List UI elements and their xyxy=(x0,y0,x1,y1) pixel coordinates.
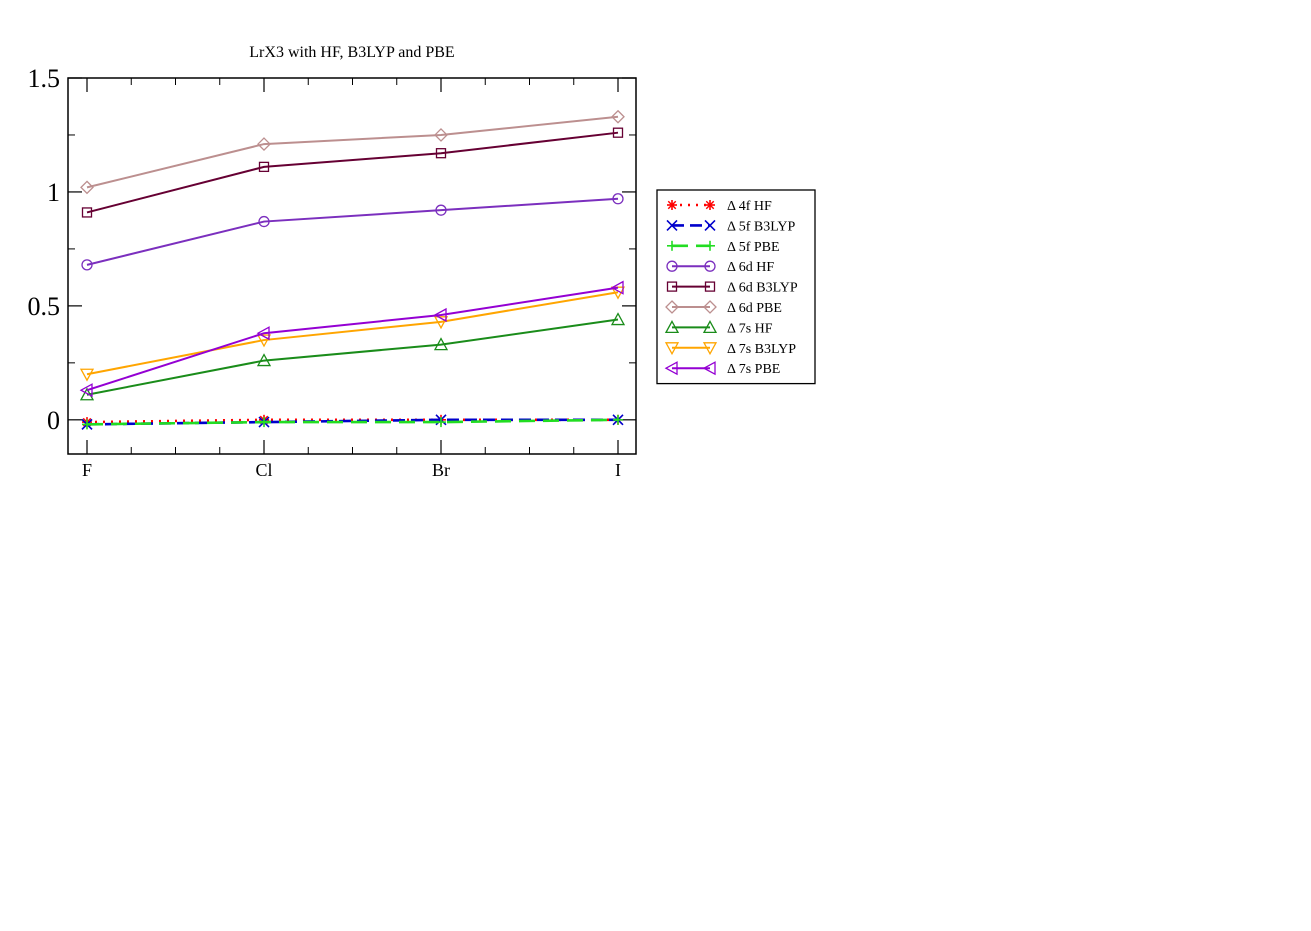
data-point xyxy=(259,417,269,428)
data-point xyxy=(434,128,448,142)
legend-marker xyxy=(704,219,716,231)
legend-label: Δ 7s HF xyxy=(727,321,773,336)
data-point xyxy=(610,312,626,326)
plot-frame xyxy=(67,77,637,455)
legend-item: Δ 6d B3LYP xyxy=(666,281,798,296)
legend-marker xyxy=(703,300,717,314)
legend-item: Δ 5f B3LYP xyxy=(666,219,795,234)
legend-label: Δ 5f B3LYP xyxy=(727,219,795,234)
plot-area: 0 0.5 1 1.5 F Cl Br I xyxy=(28,64,637,480)
legend-label: Δ 7s PBE xyxy=(727,362,780,377)
legend-marker xyxy=(702,342,718,356)
y-tick-label: 1.5 xyxy=(28,64,61,93)
data-point xyxy=(79,383,93,398)
series-line xyxy=(86,418,618,424)
data-point xyxy=(79,387,95,401)
chart-title: LrX3 with HF, B3LYP and PBE xyxy=(249,44,454,61)
data-point xyxy=(436,417,446,428)
legend-item: Δ 6d HF xyxy=(666,260,774,275)
legend-marker xyxy=(704,260,716,272)
data-point xyxy=(256,334,272,348)
y-tick-label: 0 xyxy=(47,406,60,435)
legend-item: Δ 5f PBE xyxy=(667,240,780,255)
legend-marker xyxy=(667,240,677,251)
series-line xyxy=(86,197,619,266)
x-tick-label: Cl xyxy=(255,460,272,480)
legend-marker xyxy=(667,200,677,210)
legend-label: Δ 7s B3LYP xyxy=(727,342,796,357)
data-point xyxy=(258,161,270,173)
data-point xyxy=(435,204,447,216)
data-point xyxy=(612,127,624,138)
series-2 xyxy=(82,414,623,430)
x-tick-label: I xyxy=(615,460,621,480)
legend-marker xyxy=(666,260,678,272)
legend-label: Δ 6d PBE xyxy=(727,301,782,316)
series-3 xyxy=(81,193,624,271)
legend: Δ 4f HF Δ 5f B3LYP Δ 5f PBE Δ 6d HF Δ 6d B3L… xyxy=(656,189,816,385)
data-point xyxy=(81,207,93,218)
legend-marker xyxy=(665,300,679,314)
series-4 xyxy=(81,127,624,218)
legend-label: Δ 6d HF xyxy=(727,260,774,275)
legend-marker xyxy=(666,281,678,292)
data-point xyxy=(610,280,624,295)
series-line xyxy=(86,286,619,392)
data-point xyxy=(433,337,449,351)
legend-label: Δ 6d B3LYP xyxy=(727,281,798,296)
x-tick-label: F xyxy=(82,460,92,480)
data-point xyxy=(256,326,270,341)
series-8 xyxy=(79,280,624,398)
data-point xyxy=(611,109,625,124)
legend-marker xyxy=(664,342,680,356)
legend-marker xyxy=(664,361,678,376)
legend-marker xyxy=(666,219,678,231)
y-tick-label: 1 xyxy=(47,178,60,207)
legend-item: Δ 4f HF xyxy=(667,199,772,214)
legend-marker xyxy=(704,281,716,292)
legend-marker xyxy=(702,361,716,376)
data-point xyxy=(257,137,271,152)
legend-marker xyxy=(705,240,715,251)
data-point xyxy=(612,193,624,205)
legend-marker xyxy=(664,320,680,334)
legend-label: Δ 5f PBE xyxy=(727,240,780,255)
data-point xyxy=(82,419,92,430)
data-point xyxy=(79,368,95,382)
legend-item: Δ 7s PBE xyxy=(664,361,780,377)
series-line xyxy=(86,418,619,426)
data-point xyxy=(80,180,94,195)
data-point xyxy=(433,316,449,330)
legend-item: Δ 7s HF xyxy=(664,320,773,336)
legend-label: Δ 4f HF xyxy=(727,199,772,214)
x-tick-label: Br xyxy=(432,460,450,480)
legend-item: Δ 6d PBE xyxy=(665,300,782,316)
y-tick-label: 0.5 xyxy=(28,292,61,321)
legend-marker xyxy=(702,320,718,334)
data-point xyxy=(433,307,447,323)
series-5 xyxy=(80,109,625,195)
data-point xyxy=(435,148,447,159)
legend-item: Δ 7s B3LYP xyxy=(664,342,796,357)
series-line xyxy=(86,318,619,396)
legend-marker xyxy=(705,200,715,210)
series-line xyxy=(86,131,619,214)
data-point xyxy=(613,414,623,425)
data-point xyxy=(256,353,272,367)
series-6 xyxy=(79,312,626,401)
data-point xyxy=(81,259,93,271)
data-point xyxy=(258,215,270,228)
series-line xyxy=(86,115,619,189)
series-line xyxy=(86,291,619,376)
